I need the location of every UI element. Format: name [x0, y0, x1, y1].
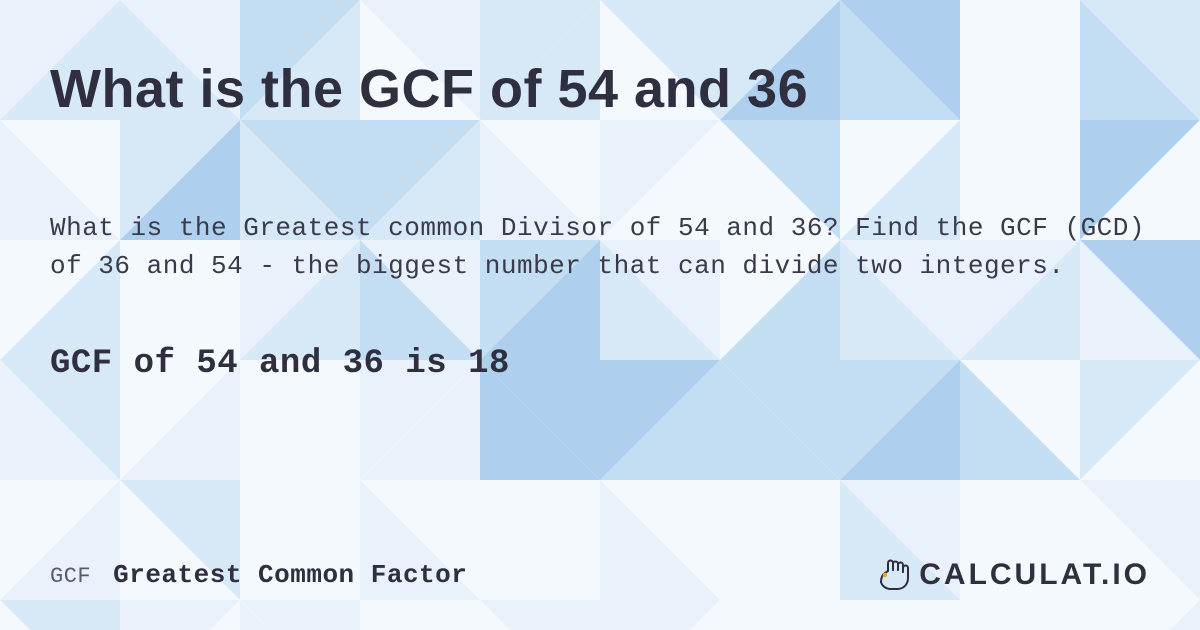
calculator-hand-icon	[877, 558, 911, 592]
page-title: What is the GCF of 54 and 36	[50, 58, 1150, 120]
result-text: GCF of 54 and 36 is 18	[50, 345, 1150, 383]
footer: GCF Greatest Common Factor CALCULAT.IO	[50, 558, 1150, 592]
abbr-label: GCF	[50, 564, 91, 589]
content-area: What is the GCF of 54 and 36 What is the…	[0, 0, 1200, 630]
footer-left: GCF Greatest Common Factor	[50, 560, 467, 590]
brand-text: CALCULAT.IO	[919, 558, 1150, 592]
full-label: Greatest Common Factor	[113, 560, 467, 590]
description-text: What is the Greatest common Divisor of 5…	[50, 210, 1150, 285]
brand: CALCULAT.IO	[877, 558, 1150, 592]
